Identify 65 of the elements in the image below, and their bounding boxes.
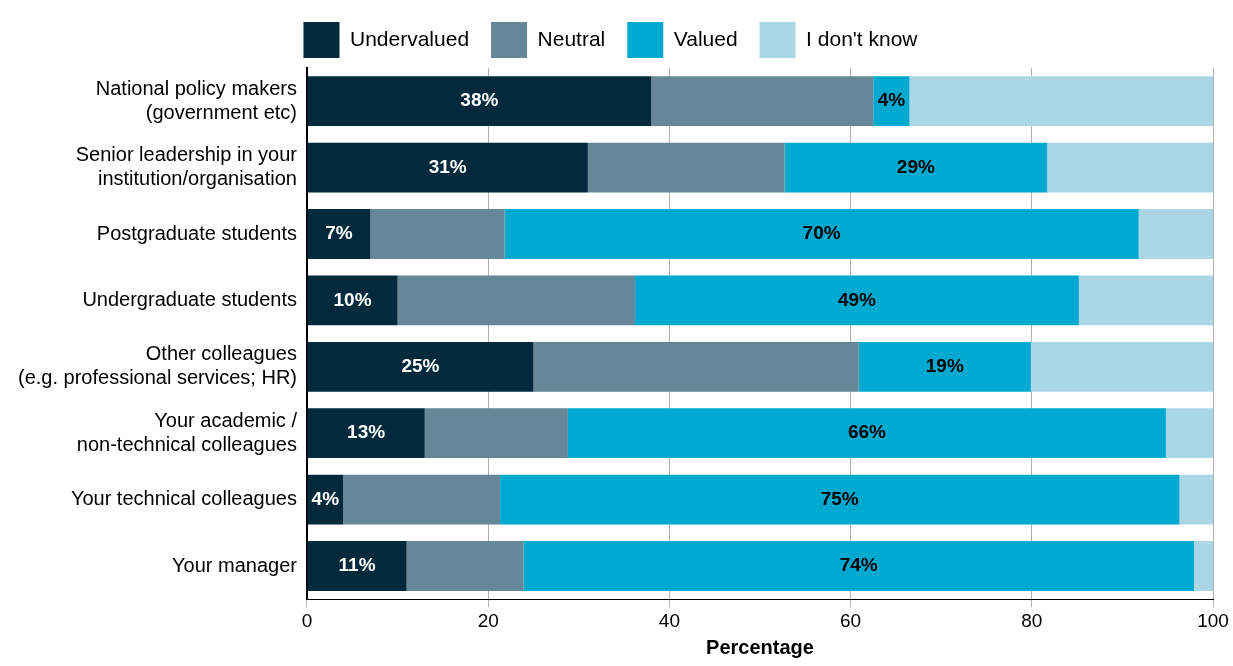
bar <box>1193 541 1213 591</box>
x-tick-label: 100 <box>1197 609 1229 631</box>
data-label: 74% <box>839 554 878 576</box>
bar <box>634 275 1079 326</box>
bar <box>307 408 425 459</box>
bar <box>504 209 1139 259</box>
bar <box>424 408 568 459</box>
y-tick-label: Senior leadership in your institution/organisation <box>75 143 298 190</box>
data-label: 29% <box>896 155 935 177</box>
y-tick-label: Undergraduate students <box>82 287 297 310</box>
x-tick-label: 40 <box>658 609 680 631</box>
legend-label: I don't know <box>806 26 919 50</box>
bar <box>587 142 785 193</box>
x-tick-label: 60 <box>840 609 862 631</box>
data-label: 66% <box>847 421 887 443</box>
data-label: 49% <box>837 288 877 310</box>
legend-label: Valued <box>673 26 738 50</box>
x-axis-title: Percentage <box>706 635 814 658</box>
data-label: 4% <box>877 89 906 111</box>
bar <box>406 541 524 591</box>
bar <box>307 76 652 127</box>
bar <box>1030 341 1213 392</box>
y-tick-label: Your manager <box>172 553 298 576</box>
bar <box>651 76 874 127</box>
bar <box>307 541 407 591</box>
x-tick-label: 20 <box>477 609 499 631</box>
bar <box>1165 408 1213 459</box>
y-tick-label: Postgraduate students <box>96 221 297 244</box>
bar <box>307 142 588 193</box>
legend-label: Neutral <box>537 26 606 50</box>
bar <box>567 408 1166 459</box>
data-label: 25% <box>401 355 440 377</box>
y-tick-label: Your academic / non-technical colleagues <box>76 408 298 455</box>
bar <box>397 275 635 326</box>
bar <box>1047 142 1213 193</box>
data-label: 11% <box>338 554 376 576</box>
bar <box>858 341 1031 392</box>
bar <box>307 209 371 259</box>
bar <box>307 275 398 326</box>
data-label: 13% <box>347 421 386 443</box>
y-tick-label: Other colleagues (e.g. professional services; HR) <box>18 342 297 389</box>
bar <box>1138 209 1213 259</box>
bar <box>523 541 1194 591</box>
data-label: 19% <box>925 355 964 377</box>
data-label: 10% <box>333 288 372 310</box>
data-label: 7% <box>325 222 353 244</box>
bar <box>499 474 1180 525</box>
bar <box>1078 275 1213 326</box>
x-tick-label: 0 <box>301 609 313 631</box>
bar <box>307 341 534 392</box>
y-tick-label: National policy makers (government etc) <box>95 76 297 123</box>
data-label: 38% <box>460 89 499 111</box>
bar <box>909 76 1213 127</box>
y-tick-label: Your technical colleagues <box>70 487 297 510</box>
bar <box>343 474 500 525</box>
data-label: 70% <box>802 222 841 244</box>
data-label: 31% <box>428 155 467 177</box>
bar <box>1179 474 1213 525</box>
data-label: 75% <box>820 487 859 509</box>
bar <box>784 142 1048 193</box>
x-tick-label: 80 <box>1021 609 1043 631</box>
legend-label: Undervalued <box>349 26 470 50</box>
bar <box>533 341 859 392</box>
bar <box>370 209 505 259</box>
data-label: 4% <box>311 487 340 509</box>
